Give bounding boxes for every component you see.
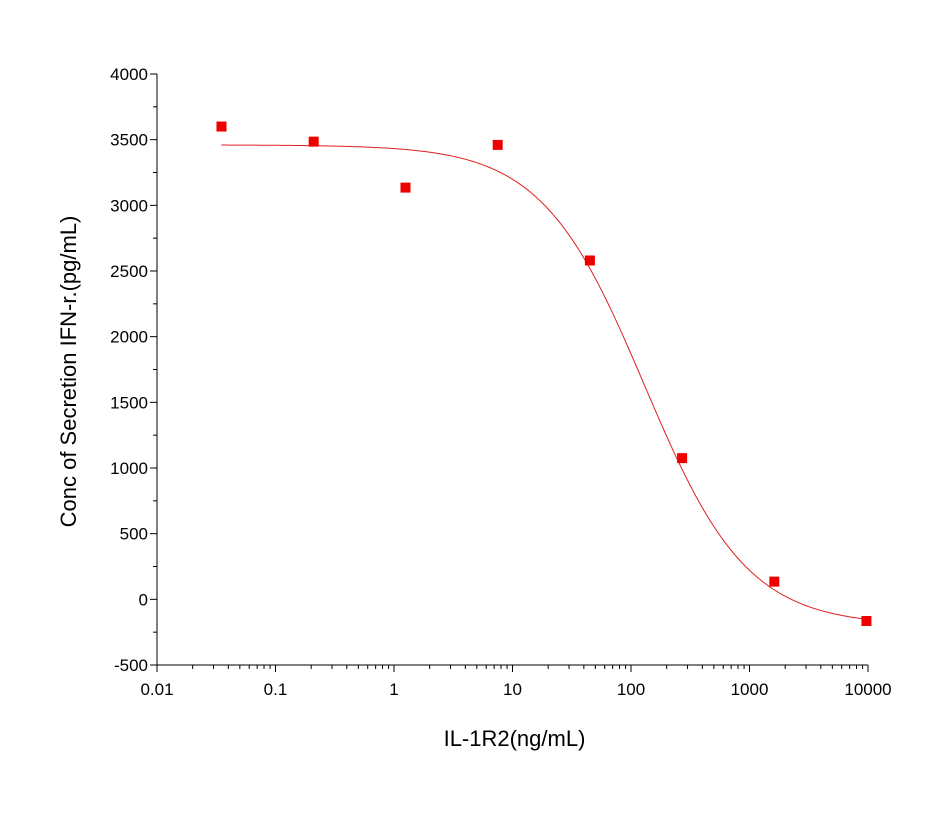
y-tick-label: 1000 — [110, 459, 148, 478]
x-tick-label: 100 — [617, 680, 645, 699]
fit-curve — [221, 144, 867, 620]
y-tick-label: 2500 — [110, 262, 148, 281]
x-tick-label: 1000 — [731, 680, 769, 699]
y-tick-label: 500 — [120, 525, 148, 544]
data-point — [308, 136, 319, 147]
data-point — [769, 576, 780, 587]
y-tick-label: 2000 — [110, 328, 148, 347]
data-point — [400, 182, 411, 193]
x-tick-label: 10000 — [844, 680, 891, 699]
data-point — [492, 139, 503, 150]
y-tick-label: 3500 — [110, 131, 148, 150]
data-point — [584, 255, 595, 266]
data-point — [861, 616, 872, 627]
x-tick-label: 0.1 — [264, 680, 288, 699]
y-tick-label: 3000 — [110, 196, 148, 215]
data-points — [216, 121, 872, 627]
y-tick-label: -500 — [114, 656, 148, 675]
y-tick-label: 4000 — [110, 65, 148, 84]
x-tick-label: 1 — [389, 680, 398, 699]
y-tick-label: 1500 — [110, 393, 148, 412]
data-point — [677, 453, 688, 464]
y-tick-label: 0 — [139, 590, 148, 609]
tick-labels: -500 0 500 1000 1500 2000 2500 3000 3500 4000 0.01… — [110, 65, 891, 699]
x-axis-title: IL-1R2(ng/mL) — [444, 726, 586, 751]
x-tick-label: 0.01 — [140, 680, 173, 699]
tick-marks — [150, 73, 869, 672]
y-axis-title: Conc of Secretion IFN-r.(pg/mL) — [56, 216, 81, 528]
data-point — [216, 121, 227, 132]
axes — [156, 74, 868, 666]
x-tick-label: 10 — [503, 680, 522, 699]
